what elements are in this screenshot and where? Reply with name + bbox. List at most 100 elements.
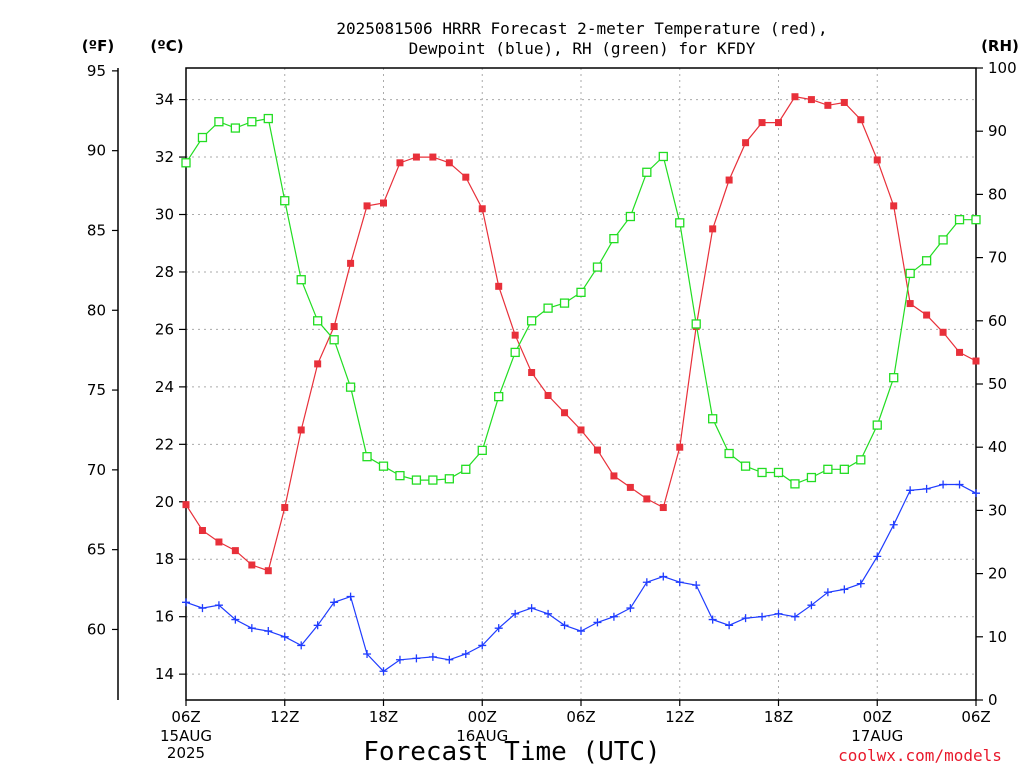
- temperature-point: [824, 101, 832, 109]
- dewpoint-point: [939, 480, 948, 489]
- dewpoint-point: [856, 579, 865, 588]
- temperature-point: [807, 96, 815, 104]
- rh-point: [378, 461, 389, 471]
- rh-point: [444, 474, 454, 484]
- rh-point: [526, 316, 537, 326]
- rh-point: [411, 475, 422, 485]
- rh-point: [642, 167, 652, 177]
- celsius-tick-label: 32: [155, 148, 174, 166]
- rh-point: [889, 373, 899, 383]
- rh-point: [675, 218, 685, 228]
- celsius-tick-label: 34: [155, 91, 174, 109]
- dewpoint-point: [790, 612, 799, 621]
- rh-point: [724, 448, 734, 459]
- rh-tick-label: 20: [988, 565, 1007, 583]
- x-tick-label: 18Z: [369, 708, 398, 726]
- temperature-point: [791, 93, 799, 101]
- rh-tick-label: 60: [988, 312, 1007, 330]
- rh-unit-label: (RH): [981, 37, 1019, 55]
- dewpoint-point: [659, 572, 668, 581]
- temperature-point: [676, 443, 684, 451]
- rh-point: [461, 464, 471, 474]
- rh-point: [691, 319, 701, 329]
- temperature-point: [923, 311, 931, 319]
- dewpoint-point: [823, 588, 832, 597]
- dewpoint-point: [346, 592, 355, 601]
- dewpoint-point: [972, 489, 980, 498]
- temperature-point: [215, 538, 223, 546]
- x-tick-sublabel: 17AUG: [851, 727, 903, 745]
- temperature-point: [840, 98, 848, 106]
- rh-point: [296, 275, 306, 285]
- celsius-tick-label: 26: [155, 320, 174, 338]
- temperature-point: [511, 331, 519, 339]
- rh-series: [181, 113, 981, 489]
- dewpoint-point: [313, 621, 322, 630]
- temperature-point: [610, 472, 618, 480]
- temperature-point: [577, 426, 585, 434]
- dewpoint-point: [379, 667, 388, 676]
- temperature-point: [643, 495, 651, 503]
- dewpoint-point: [330, 598, 339, 607]
- rh-tick-label: 40: [988, 438, 1007, 456]
- temperature-point: [182, 501, 190, 509]
- dewpoint-point: [231, 615, 240, 624]
- dewpoint-point: [675, 578, 684, 587]
- temperature-point: [248, 561, 256, 569]
- temperature-point: [396, 159, 404, 167]
- dewpoint-point: [889, 520, 898, 529]
- rh-point: [757, 467, 767, 478]
- temperature-point: [659, 504, 667, 512]
- dewpoint-point: [725, 621, 734, 630]
- rh-point: [345, 382, 356, 392]
- x-axis-label: Forecast Time (UTC): [363, 737, 660, 767]
- temperature-point: [906, 300, 914, 308]
- celsius-tick-label: 18: [155, 550, 174, 568]
- x-tick-label: 00Z: [863, 708, 892, 726]
- temperature-point: [462, 173, 470, 181]
- dewpoint-point: [297, 641, 306, 650]
- credit-label: coolwx.com/models: [838, 746, 1002, 765]
- rh-point: [313, 316, 323, 326]
- rh-point: [230, 123, 241, 133]
- dewpoint-point: [593, 618, 602, 627]
- rh-point: [823, 464, 833, 474]
- celsius-tick-label: 30: [155, 206, 174, 224]
- dewpoint-point: [906, 486, 915, 495]
- temperature-point: [314, 360, 322, 368]
- dewpoint-point: [692, 581, 701, 590]
- x-tick-label: 18Z: [764, 708, 793, 726]
- dewpoint-point: [395, 655, 404, 664]
- temperature-point: [758, 119, 766, 127]
- data-series: [181, 93, 981, 676]
- rh-point: [395, 470, 405, 481]
- dewpoint-point: [461, 650, 470, 659]
- x-tick-sublabel: 16AUG: [456, 727, 508, 745]
- dewpoint-point: [280, 632, 289, 641]
- dewpoint-point: [922, 484, 931, 493]
- rh-point: [280, 196, 290, 206]
- temperature-point: [709, 225, 717, 233]
- rh-point: [938, 235, 948, 245]
- dewpoint-point: [774, 609, 783, 618]
- rh-point: [708, 414, 718, 424]
- rh-point: [740, 461, 751, 471]
- celsius-tick-label: 20: [155, 493, 174, 511]
- fahrenheit-tick-label: 60: [87, 620, 106, 638]
- x-tick-label: 12Z: [665, 708, 694, 726]
- dewpoint-point: [182, 598, 190, 607]
- temperature-point: [264, 567, 272, 575]
- x-tick-sublabel: 15AUG: [160, 727, 212, 745]
- fahrenheit-tick-label: 95: [87, 62, 106, 80]
- dewpoint-point: [478, 641, 487, 650]
- rh-point: [247, 117, 257, 127]
- rh-point: [839, 464, 849, 474]
- dewpoint-point: [741, 614, 750, 623]
- temperature-point: [742, 139, 750, 147]
- temperature-point: [593, 446, 601, 454]
- fahrenheit-tick-label: 90: [87, 142, 106, 160]
- rh-tick-label: 10: [988, 628, 1007, 646]
- rh-point: [576, 287, 586, 298]
- x-tick-label: 00Z: [468, 708, 497, 726]
